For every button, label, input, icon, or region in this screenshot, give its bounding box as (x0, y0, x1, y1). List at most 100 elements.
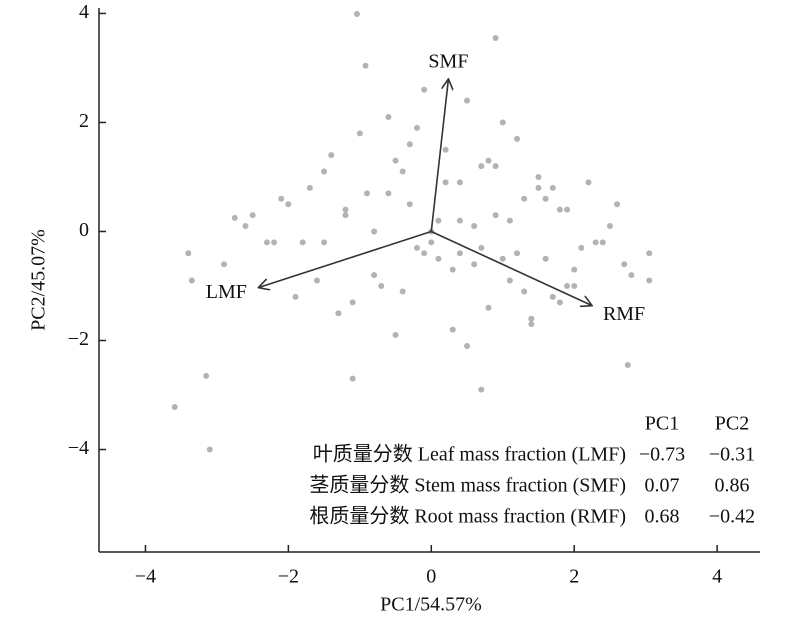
point (428, 239, 435, 246)
point (564, 206, 571, 213)
point (413, 244, 420, 251)
point (356, 130, 363, 137)
point (556, 206, 563, 213)
point (646, 250, 653, 257)
point (549, 293, 556, 300)
point (492, 34, 499, 41)
point (278, 195, 285, 202)
arrow-label: RMF (603, 303, 645, 325)
point (646, 277, 653, 284)
arrow-label: LMF (206, 281, 247, 303)
point (485, 157, 492, 164)
point (485, 304, 492, 311)
point (185, 250, 192, 257)
point (328, 152, 335, 159)
point (285, 201, 292, 208)
point (624, 362, 631, 369)
point (578, 244, 585, 251)
point (349, 375, 356, 382)
point (362, 62, 369, 69)
point (528, 321, 535, 328)
point (442, 179, 449, 186)
x-tick-label: −4 (135, 566, 156, 588)
x-tick-label: 4 (712, 566, 722, 588)
point (564, 282, 571, 289)
y-tick-label: 0 (79, 219, 89, 241)
point (599, 239, 606, 246)
point (371, 228, 378, 235)
x-tick-label: −2 (278, 566, 299, 588)
point (399, 288, 406, 295)
point (499, 255, 506, 262)
point (592, 239, 599, 246)
point (471, 261, 478, 268)
point (353, 10, 360, 17)
point (321, 168, 328, 175)
point (406, 141, 413, 148)
point (514, 250, 521, 257)
point (399, 168, 406, 175)
point (521, 288, 528, 295)
point (421, 86, 428, 93)
point (306, 184, 313, 191)
point (171, 404, 178, 411)
point (188, 277, 195, 284)
point (506, 277, 513, 284)
y-tick-label: 4 (79, 1, 89, 23)
point (271, 239, 278, 246)
point (556, 299, 563, 306)
point (628, 272, 635, 279)
table-row-name: 茎质量分数 Stem mass fraction (SMF) (309, 474, 626, 497)
point (385, 190, 392, 197)
point (203, 372, 210, 379)
point (521, 195, 528, 202)
point (492, 163, 499, 170)
x-tick-label: 0 (426, 566, 436, 588)
point (313, 277, 320, 284)
point (464, 97, 471, 104)
point (464, 342, 471, 349)
point (385, 114, 392, 121)
point (471, 223, 478, 230)
point (456, 217, 463, 224)
point (514, 135, 521, 142)
table-cell: 0.68 (645, 506, 680, 528)
table-header: PC1 (645, 413, 679, 435)
y-tick-label: −4 (68, 437, 89, 459)
point (614, 201, 621, 208)
point (478, 386, 485, 393)
point (442, 146, 449, 153)
point (478, 163, 485, 170)
loading-arrow (430, 230, 592, 305)
point (499, 119, 506, 126)
point (263, 239, 270, 246)
y-tick-label: 2 (79, 110, 89, 132)
point (571, 266, 578, 273)
table-row-name: 根质量分数 Root mass fraction (RMF) (309, 505, 626, 528)
point (542, 195, 549, 202)
point (435, 255, 442, 262)
table-cell: 0.07 (645, 475, 680, 497)
point (392, 332, 399, 339)
point (378, 282, 385, 289)
point (221, 261, 228, 268)
point (435, 217, 442, 224)
point (456, 179, 463, 186)
table-cell: 0.86 (715, 475, 750, 497)
point (621, 261, 628, 268)
point (321, 239, 328, 246)
y-axis-label: PC2/45.07% (28, 229, 50, 331)
point (449, 326, 456, 333)
table-cell: −0.31 (709, 444, 755, 466)
point (231, 214, 238, 221)
y-tick-label: −2 (68, 328, 89, 350)
point (242, 223, 249, 230)
point (456, 250, 463, 257)
table-header: PC2 (715, 413, 749, 435)
point (542, 255, 549, 262)
loading-arrow (258, 230, 432, 287)
point (249, 212, 256, 219)
x-tick-label: 2 (569, 566, 579, 588)
point (421, 250, 428, 257)
x-axis-label: PC1/54.57% (380, 594, 482, 616)
